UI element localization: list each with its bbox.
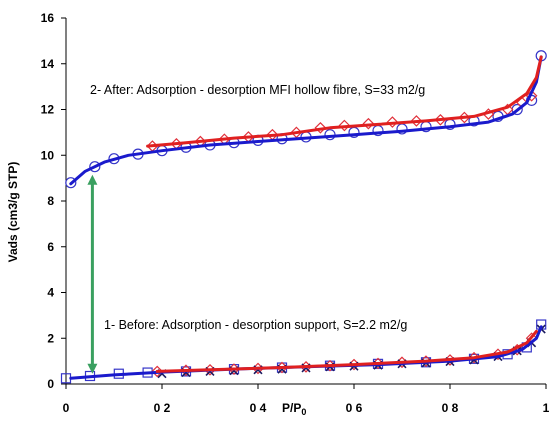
annotation-before: 1- Before: Adsorption - desorption suppo… xyxy=(104,318,407,332)
diamond-marker xyxy=(151,365,164,378)
y-tick-label: 12 xyxy=(41,103,55,117)
y-tick-label: 6 xyxy=(47,240,54,254)
axes: 0 2 4 6 8 10 12 14 16 0 0 2 0 4 0 6 0 8 1 xyxy=(41,11,550,415)
x-axis-label: P/P0 xyxy=(282,401,306,416)
annotations: 2- After: Adsorption - desorption MFI ho… xyxy=(90,83,425,332)
annotation-after: 2- After: Adsorption - desorption MFI ho… xyxy=(90,83,425,97)
y-tick-label: 14 xyxy=(41,57,55,71)
y-tick-label: 2 xyxy=(47,331,54,345)
series-line xyxy=(146,55,543,148)
x-tick-label: 0 8 xyxy=(442,401,459,415)
x-tick-label: 0 xyxy=(63,401,70,415)
x-axis-label-subscript: 0 xyxy=(301,407,306,416)
circle-marker xyxy=(89,161,101,173)
circle-marker xyxy=(65,177,77,189)
y-tick-label: 0 xyxy=(47,377,54,391)
double-arrow xyxy=(87,174,98,374)
x-tick-label: 0 4 xyxy=(250,401,267,415)
series-line xyxy=(69,325,543,380)
diamond-marker xyxy=(410,115,423,127)
series-line xyxy=(155,329,538,373)
arrow-head-top xyxy=(87,174,98,185)
x-axis-label-main: P/P xyxy=(282,401,301,415)
y-tick-label: 8 xyxy=(47,194,54,208)
y-tick-label: 10 xyxy=(41,148,55,162)
diamond-marker xyxy=(525,89,538,102)
x-tick-label: 1 xyxy=(543,401,550,415)
x-tick-label: 0 6 xyxy=(346,401,363,415)
arrow-head-bottom xyxy=(87,363,98,374)
x-tick-label: 0 2 xyxy=(154,401,171,415)
y-axis-label: Vads (cm3/g STP) xyxy=(6,162,20,263)
diamond-marker xyxy=(338,119,351,132)
diamond-marker xyxy=(314,121,327,134)
y-tick-label: 4 xyxy=(47,286,54,300)
series-layer xyxy=(60,50,547,384)
diamond-marker xyxy=(386,116,399,128)
y-tick-label: 16 xyxy=(41,11,55,25)
series-line xyxy=(69,55,543,186)
diamond-marker xyxy=(362,117,375,130)
